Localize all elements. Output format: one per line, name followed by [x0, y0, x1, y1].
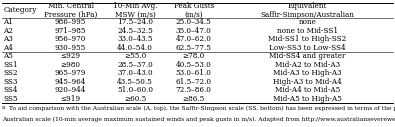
Text: 35.0–47.0: 35.0–47.0	[176, 27, 212, 35]
Text: 47.0–62.0: 47.0–62.0	[176, 35, 212, 43]
Text: 920–944: 920–944	[55, 86, 86, 94]
Text: 72.5–86.0: 72.5–86.0	[176, 86, 212, 94]
Text: 965–979: 965–979	[55, 69, 86, 77]
Text: 40.5–53.0: 40.5–53.0	[176, 61, 212, 69]
Text: Peak Gusts
(m/s): Peak Gusts (m/s)	[174, 2, 214, 19]
Text: 44.0–54.0: 44.0–54.0	[117, 44, 153, 52]
Text: 17.5–24.0: 17.5–24.0	[117, 18, 153, 26]
Text: Mid-A4 to Mid-A5: Mid-A4 to Mid-A5	[275, 86, 340, 94]
Text: 62.5–77.5: 62.5–77.5	[176, 44, 212, 52]
Text: none to Mid-SS1: none to Mid-SS1	[277, 27, 338, 35]
Text: Mid-A5 to High-A5: Mid-A5 to High-A5	[273, 95, 342, 103]
Text: Mid-SS1 to High-SS2: Mid-SS1 to High-SS2	[269, 35, 347, 43]
Text: ≥55.0: ≥55.0	[124, 52, 146, 60]
Text: Low-SS3 to Low-SS4: Low-SS3 to Low-SS4	[269, 44, 346, 52]
Text: A3: A3	[3, 35, 13, 43]
Text: ≥60.5: ≥60.5	[124, 95, 146, 103]
Text: 37.0–43.0: 37.0–43.0	[117, 69, 153, 77]
Text: Min. Central
Pressure (hPa): Min. Central Pressure (hPa)	[44, 2, 97, 19]
Text: SS1: SS1	[3, 61, 18, 69]
Text: ≤919: ≤919	[60, 95, 81, 103]
Text: 986–995: 986–995	[55, 18, 86, 26]
Text: ≥86.5: ≥86.5	[182, 95, 205, 103]
Text: 33.0–43.5: 33.0–43.5	[117, 35, 153, 43]
Text: Mid-A3 to High-A3: Mid-A3 to High-A3	[273, 69, 342, 77]
Text: Australian scale (10-min average maximum sustained winds and peak gusts in m/s).: Australian scale (10-min average maximum…	[2, 117, 395, 122]
Text: 956–970: 956–970	[55, 35, 86, 43]
Text: SS2: SS2	[3, 69, 18, 77]
Text: 51.0–60.0: 51.0–60.0	[117, 86, 153, 94]
Text: 28.5–37.0: 28.5–37.0	[117, 61, 153, 69]
Text: 930–955: 930–955	[55, 44, 86, 52]
Text: 971–985: 971–985	[55, 27, 87, 35]
Text: ≥980: ≥980	[60, 61, 81, 69]
Text: 53.0–61.0: 53.0–61.0	[176, 69, 212, 77]
Text: ≤929: ≤929	[60, 52, 81, 60]
Text: SS3: SS3	[3, 78, 17, 86]
Text: ≥78.0: ≥78.0	[182, 52, 205, 60]
Text: Mid-A2 to Mid-A3: Mid-A2 to Mid-A3	[275, 61, 340, 69]
Text: 10-Min Avg.
MSW (m/s): 10-Min Avg. MSW (m/s)	[113, 2, 157, 19]
Text: 25.0–34.5: 25.0–34.5	[176, 18, 212, 26]
Text: 43.5–50.5: 43.5–50.5	[117, 78, 153, 86]
Text: 61.5–72.0: 61.5–72.0	[176, 78, 212, 86]
Text: Mid-SS4 and greater: Mid-SS4 and greater	[269, 52, 346, 60]
Text: A4: A4	[3, 44, 13, 52]
Text: Equivalent
Saffir-Simpson/Australian: Equivalent Saffir-Simpson/Australian	[261, 2, 355, 19]
Text: High-A3 to Mid-A4: High-A3 to Mid-A4	[273, 78, 342, 86]
Text: SS4: SS4	[3, 86, 18, 94]
Text: SS5: SS5	[3, 95, 18, 103]
Text: none: none	[299, 18, 316, 26]
Text: a: a	[2, 105, 5, 110]
Text: A1: A1	[3, 18, 13, 26]
Text: Category: Category	[3, 6, 36, 14]
Text: A2: A2	[3, 27, 13, 35]
Text: To aid comparison with the Australian scale (A, top), the Saffir-Simpson scale (: To aid comparison with the Australian sc…	[7, 105, 395, 111]
Text: 945–964: 945–964	[55, 78, 86, 86]
Text: 24.5–32.5: 24.5–32.5	[117, 27, 153, 35]
Text: A5: A5	[3, 52, 13, 60]
